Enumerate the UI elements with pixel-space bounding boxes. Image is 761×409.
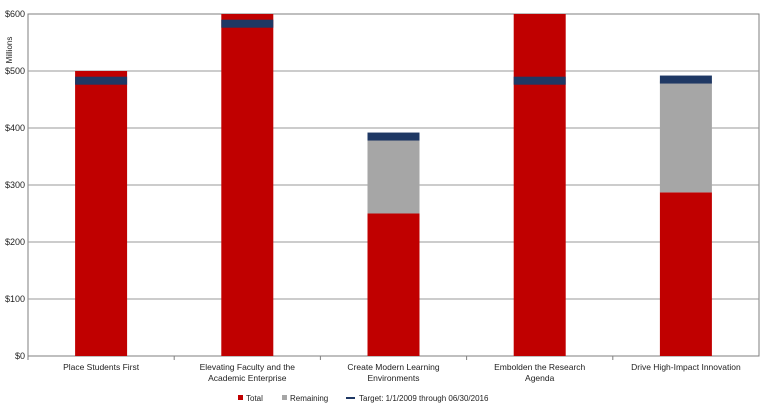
y-tick-label: $300 [5, 180, 25, 190]
y-tick-label: $400 [5, 123, 25, 133]
y-tick-label: $0 [15, 351, 25, 361]
y-axis-label: Millions [5, 37, 14, 64]
legend-swatch-target [346, 397, 355, 399]
bar-total [221, 14, 274, 356]
legend: Total Remaining Target: 1/1/2009 through 0… [238, 394, 489, 403]
bar-total [659, 192, 712, 356]
target-marker [513, 76, 566, 85]
y-tick-label: $100 [5, 294, 25, 304]
x-tick-label: Create Modern Learning [347, 362, 439, 372]
bars [75, 14, 712, 356]
x-tick-label: Drive High-Impact Innovation [631, 362, 741, 372]
legend-label-total: Total [246, 394, 263, 403]
bar-remaining [659, 81, 712, 193]
x-tick-label: Agenda [525, 373, 555, 383]
legend-label-remaining: Remaining [290, 394, 328, 403]
y-tick-label: $200 [5, 237, 25, 247]
y-tick-label: $600 [5, 9, 25, 19]
axes: $0 $100 $200 $300 $400 $500 $600 Place Students… [5, 9, 741, 383]
bar-total [367, 213, 420, 356]
x-tick-label: Academic Enterprise [208, 373, 287, 383]
y-tick-label: $500 [5, 66, 25, 76]
x-tick-label: Elevating Faculty and the [200, 362, 296, 372]
legend-swatch-remaining [282, 395, 287, 400]
target-marker [75, 76, 128, 85]
target-marker [659, 75, 712, 84]
target-marker [367, 132, 420, 141]
target-marker [221, 19, 274, 28]
legend-label-target: Target: 1/1/2009 through 06/30/2016 [359, 394, 489, 403]
x-tick-label: Environments [368, 373, 420, 383]
legend-swatch-total [238, 395, 243, 400]
bar-remaining [367, 136, 420, 214]
x-tick-label: Place Students First [63, 362, 140, 372]
bar-total [513, 14, 566, 356]
x-tick-label: Embolden the Research [494, 362, 585, 372]
bar-total [75, 71, 128, 356]
